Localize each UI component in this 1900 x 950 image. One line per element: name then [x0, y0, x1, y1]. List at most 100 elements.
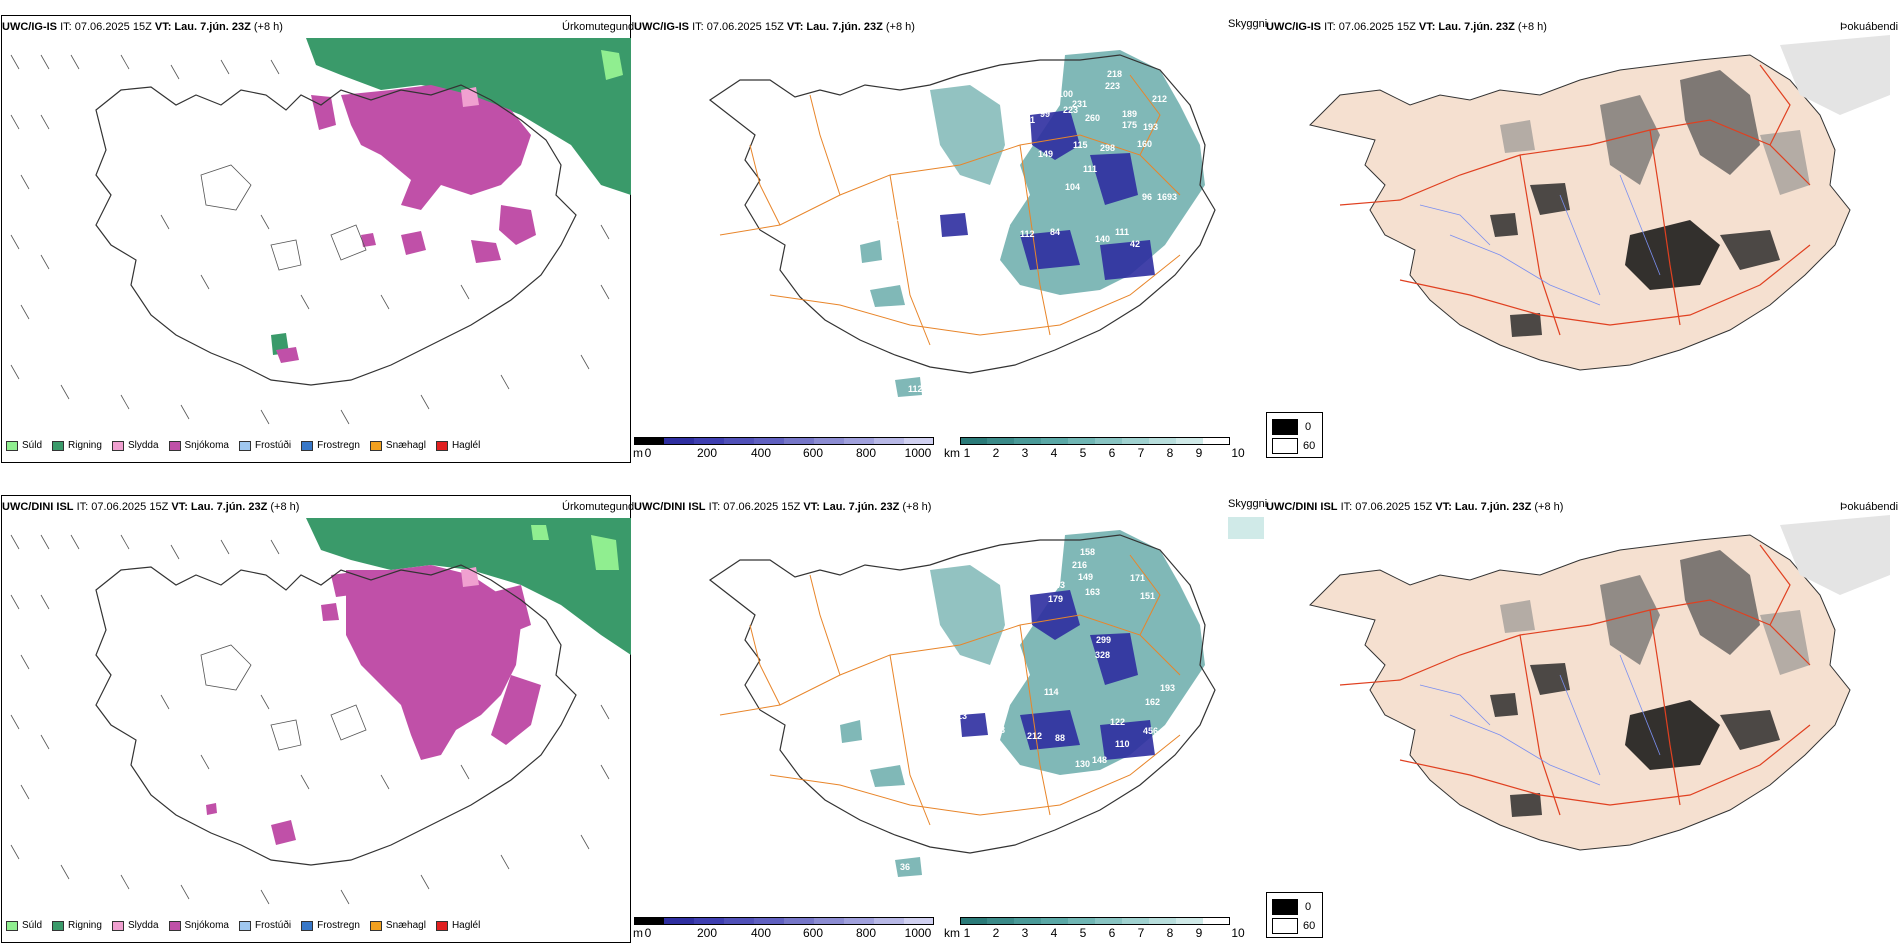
cloud-base-value: 163: [1085, 587, 1100, 597]
color-step: [1041, 437, 1068, 445]
lead-time: (+8 h): [1534, 501, 1564, 513]
color-step: [874, 917, 904, 925]
swatch: [111, 440, 124, 451]
fog-area: [1490, 663, 1570, 817]
visibility-label-2: Skyggni: [1228, 498, 1268, 510]
swatch: [301, 440, 314, 451]
snow-area: [491, 675, 541, 745]
glacier-outline: [200, 644, 367, 751]
color-step: [634, 917, 664, 925]
swatch: [238, 440, 251, 451]
drizzle-area: [531, 525, 619, 570]
precip-title-1: UWC/IG-IS IT: 07.06.2025 15Z VT: Lau. 7.…: [2, 21, 283, 34]
legend-item-freezing-drizzle: Frostúði: [238, 920, 291, 931]
color-step: [1203, 917, 1230, 925]
ceiling-tick: 1000: [904, 446, 932, 460]
cloud-base-value: 111: [1083, 164, 1097, 174]
ceiling-tick: 600: [802, 446, 824, 460]
visibility-tick: 2: [992, 926, 1000, 940]
lead-time: (+8 h): [902, 501, 932, 513]
fog-title-2: UWC/DINI ISL IT: 07.06.2025 15Z VT: Lau.…: [1266, 501, 1563, 514]
fog-area: [1720, 230, 1780, 270]
valid-time: Lau. 7.jún. 23Z: [1438, 21, 1515, 33]
legend-item-freezing-drizzle: Frostúði: [238, 440, 291, 451]
color-step: [634, 437, 664, 445]
color-step: [1068, 437, 1095, 445]
color-step: [1014, 437, 1041, 445]
lead-time: (+8 h): [1517, 21, 1547, 33]
model-name: UWC/DINI ISL: [1266, 501, 1338, 513]
cloud-base-value: 218: [1107, 69, 1122, 79]
road-network: [1339, 544, 1811, 816]
cloud-base-value: 212: [1027, 731, 1042, 741]
color-step: [724, 917, 754, 925]
cloud-base-value: 171: [1130, 573, 1145, 583]
low-ceiling-area: [940, 110, 1155, 280]
color-step: [1014, 917, 1041, 925]
color-step: [1095, 917, 1122, 925]
cloud-base-value: 456: [1143, 726, 1158, 736]
valid-label: VT:: [171, 501, 188, 513]
fog-area: [1500, 600, 1810, 675]
color-step: [1176, 437, 1203, 445]
cloud-base-value: 112: [1020, 229, 1035, 239]
lead-time: (+8 h): [253, 21, 283, 33]
snow-area: [499, 205, 536, 245]
road-network: [719, 74, 1181, 346]
visibility-tick: 3: [1021, 446, 1029, 460]
legend-item-hail: Haglél: [435, 440, 481, 451]
lead-time: (+8 h): [885, 21, 915, 33]
visibility-tick: 7: [1137, 446, 1145, 460]
model-name: UWC/IG-IS: [634, 21, 689, 33]
model-name: UWC/IG-IS: [1266, 21, 1321, 33]
visibility-tick: 5: [1079, 446, 1087, 460]
visibility-tick: 5: [1079, 926, 1087, 940]
cloud-base-value: 299: [1096, 635, 1111, 645]
legend-label: Haglél: [451, 920, 481, 931]
fog-high-label: 60: [1303, 440, 1316, 452]
precip-map-frame-2: [1, 495, 631, 943]
cloud-base-value: 72: [1005, 85, 1015, 95]
visibility-tick: 9: [1195, 926, 1203, 940]
valid-label: VT:: [786, 21, 804, 33]
color-step: [754, 917, 784, 925]
valid-label: VT:: [803, 501, 820, 513]
fog-area: [1680, 70, 1760, 175]
cloud-base-value: 298: [1100, 143, 1115, 153]
cloud-base-value: 162: [1145, 697, 1160, 707]
cloud-base-value: 111: [1115, 227, 1129, 237]
valid-time: Lau. 7.jún. 23Z: [822, 501, 900, 513]
precip-title-2: UWC/DINI ISL IT: 07.06.2025 15Z VT: Lau.…: [2, 501, 299, 514]
ceiling-tick: 200: [696, 926, 718, 940]
cloud-base-value: 88: [1055, 733, 1065, 743]
colorbar-border: [960, 917, 1230, 925]
iceland-outline: [95, 564, 577, 866]
iceland-outline: [708, 534, 1216, 854]
cloud-base-value: 148: [1092, 755, 1107, 765]
init-time: IT: 07.06.2025 15Z: [60, 21, 152, 33]
swatch: [435, 920, 448, 931]
ceiling-tick: 1000: [904, 926, 932, 940]
color-step: [1041, 917, 1068, 925]
valid-time: Lau. 7.jún. 23Z: [190, 501, 268, 513]
ceiling-tick: 200: [696, 446, 718, 460]
low-visibility-area: [860, 240, 922, 397]
legend-item-hail: Haglél: [435, 920, 481, 931]
cloud-base-value: 96: [1142, 192, 1152, 202]
legend-item-rain: Rigning: [52, 440, 102, 451]
iceland-outline: [95, 84, 577, 386]
fog-map-1: [1309, 35, 1890, 371]
ceiling-tick: 400: [750, 926, 772, 940]
legend-item-snow-pellets: Snæhagl: [369, 440, 426, 451]
ceiling-map-2: 158 216 149 176 243 163 179 171 151 102 …: [708, 530, 1216, 877]
legend-label: Haglél: [451, 440, 481, 451]
visibility-tick: 8: [1166, 926, 1174, 940]
fog-area: [1625, 700, 1720, 770]
snow-area: [361, 233, 376, 247]
glacier-outline: [200, 164, 367, 271]
cloud-base-value: 102: [1014, 610, 1029, 620]
visibility-tick: 6: [1108, 446, 1116, 460]
river-network: [1419, 654, 1661, 786]
ceiling-unit: m: [633, 926, 643, 940]
precip-map-frame-1: [1, 15, 631, 463]
